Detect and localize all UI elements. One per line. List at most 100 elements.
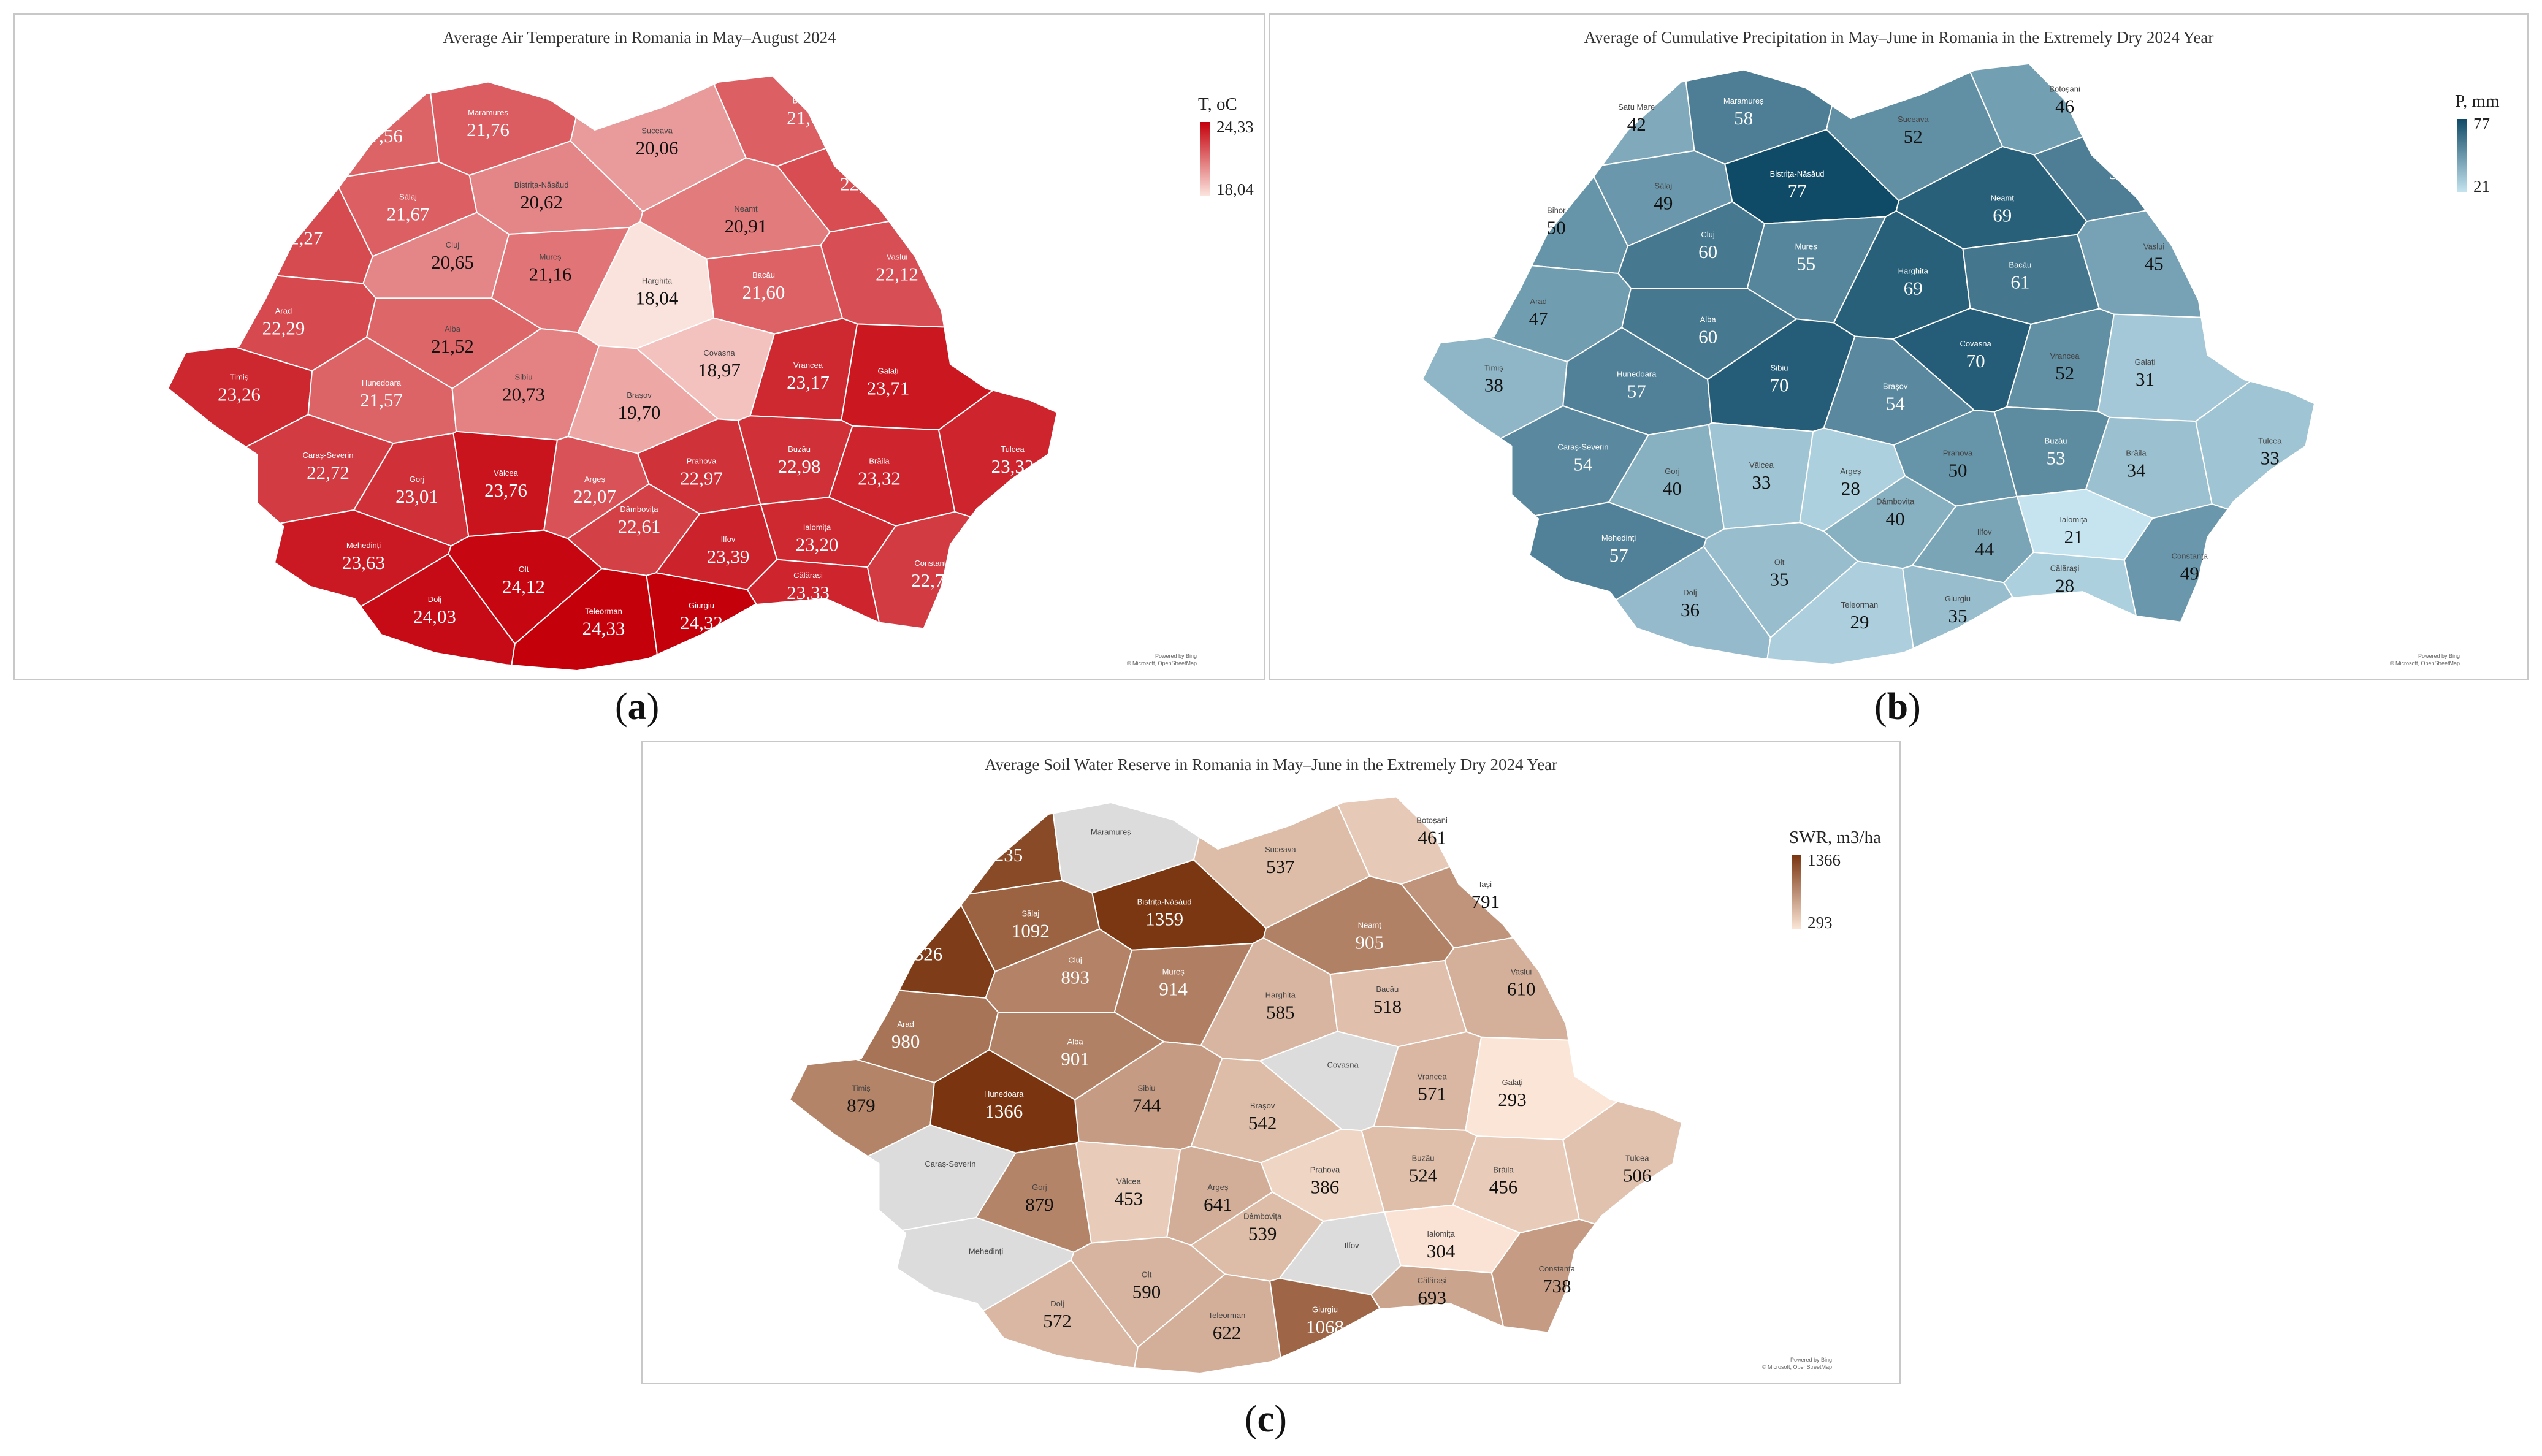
- county-value-label: 34: [2127, 459, 2147, 481]
- county-value-label: 54: [1573, 453, 1593, 475]
- county-name-label: Dâmbovița: [620, 505, 658, 514]
- county-value-label: 461: [1418, 827, 1446, 848]
- county-name-label: Vrancea: [793, 360, 823, 370]
- county-value-label: 572: [1043, 1310, 1072, 1332]
- county-value-label: 49: [1654, 192, 1673, 214]
- county-value-label: 1092: [1012, 920, 1050, 942]
- county-name-label: Satu Mare: [363, 114, 400, 123]
- county-name-label: Brăila: [869, 457, 890, 466]
- county-name-label: Arad: [1530, 297, 1546, 306]
- county-value-label: 22,12: [876, 263, 918, 284]
- county-name-label: Bacău: [752, 270, 775, 280]
- precipitation-map-panel: Average of Cumulative Precipitation in M…: [1269, 13, 2529, 680]
- county-name-label: Dâmbovița: [1876, 497, 1915, 506]
- county-name-label: Harghita: [1265, 991, 1296, 1000]
- county-name-label: Hunedoara: [1617, 370, 1657, 379]
- county-name-label: Prahova: [1943, 448, 1973, 457]
- county-name-label: Argeș: [1840, 467, 1861, 476]
- county-value-label: 23,76: [484, 479, 527, 501]
- county-name-label: Neamț: [734, 204, 758, 213]
- county-value-label: 20,06: [636, 137, 679, 159]
- county-value-label: 40: [1886, 508, 1905, 530]
- county-name-label: Covasna: [1960, 339, 1991, 348]
- map-title: Average Soil Water Reserve in Romania in…: [984, 755, 1558, 774]
- county-name-label: Neamț: [1991, 194, 2015, 203]
- county-name-label: Sibiu: [1771, 364, 1788, 373]
- county-name-label: Sălaj: [1654, 181, 1672, 191]
- county-name-label: Suceava: [641, 126, 673, 135]
- county-olt: [448, 529, 603, 645]
- county-name-label: Dolj: [428, 595, 442, 604]
- county-name-label: Sălaj: [399, 192, 417, 201]
- county-value-label: 23,01: [395, 486, 438, 507]
- county-name-label: Brăila: [2126, 448, 2147, 457]
- county-value-label: 52: [2055, 362, 2074, 384]
- county-value-label: 58: [1734, 107, 1753, 129]
- county-value-label: 18,04: [636, 288, 679, 309]
- county-shapes: [1422, 63, 2315, 665]
- legend-color-bar: [2457, 119, 2467, 192]
- county-value-label: 22,98: [778, 455, 821, 477]
- county-name-label: Caraș-Severin: [302, 451, 353, 460]
- county-name-label: Buzău: [1412, 1154, 1435, 1163]
- county-name-label: Cluj: [1068, 956, 1082, 965]
- county-value-label: 23,17: [787, 372, 830, 393]
- county-value-label: 914: [1159, 978, 1188, 1000]
- county-value-label: 453: [1115, 1188, 1143, 1210]
- county-value-label: 539: [1248, 1223, 1277, 1244]
- county-name-label: Maramureș: [468, 108, 508, 117]
- county-name-label: Constanța: [914, 558, 951, 568]
- county-name-label: Arad: [275, 307, 292, 316]
- county-value-label: 537: [1266, 856, 1295, 877]
- legend-min-label: 21: [2473, 177, 2490, 196]
- county-name-label: Mehedinți: [346, 541, 381, 550]
- county-name-label: Giurgiu: [1945, 594, 1971, 603]
- county-value-label: 22,72: [307, 462, 349, 483]
- county-shapes: [790, 796, 1682, 1373]
- county-name-label: Ilfov: [1977, 527, 1992, 536]
- county-name-label: Bistrița-Năsăud: [514, 180, 569, 189]
- county-tulcea: [1562, 1024, 1682, 1279]
- county-name-label: Hunedoara: [362, 378, 402, 387]
- soil-water-map-panel: Average Soil Water Reserve in Romania in…: [641, 741, 1901, 1384]
- county-value-label: 40: [1663, 478, 1682, 499]
- county-value-label: 22,07: [573, 486, 616, 507]
- county-name-label: Timiș: [852, 1084, 871, 1093]
- county-name-label: Timiș: [230, 372, 249, 381]
- county-value-label: 622: [1213, 1322, 1242, 1343]
- county-value-label: 506: [1623, 1165, 1652, 1186]
- county-value-label: 22,21: [840, 173, 883, 194]
- county-bihor: [790, 806, 996, 999]
- county-olt: [1070, 1236, 1226, 1349]
- county-name-label: Ialomița: [1427, 1229, 1455, 1238]
- county-name-label: Giurgiu: [1312, 1305, 1338, 1314]
- county-value-label: 36: [1681, 599, 1700, 620]
- county-value-label: 21,56: [360, 125, 403, 147]
- county-value-label: 23,33: [787, 582, 830, 603]
- county-value-label: 905: [1356, 932, 1384, 953]
- county-name-label: Cluj: [446, 240, 460, 250]
- county-name-label: Mureș: [1795, 242, 1818, 251]
- county-bihor: [1422, 74, 1628, 275]
- county-value-label: 69: [1993, 205, 2012, 226]
- county-value-label: 24,32: [680, 612, 723, 633]
- county-value-label: 585: [1266, 1002, 1295, 1023]
- county-name-label: Bihor: [1547, 205, 1566, 215]
- county-name-label: Botoșani: [793, 96, 824, 105]
- county-value-label: 693: [1418, 1287, 1446, 1308]
- county-name-label: Alba: [445, 324, 461, 334]
- panel-label-a: (a): [615, 686, 660, 728]
- county-name-label: Suceava: [1898, 115, 1929, 124]
- county-value-label: 24,03: [413, 606, 456, 627]
- county-value-label: 20,73: [502, 383, 545, 405]
- county-name-label: Teleorman: [1208, 1311, 1246, 1320]
- county-name-label: Caraș-Severin: [925, 1159, 975, 1168]
- county-value-label: 456: [1489, 1176, 1518, 1198]
- county-value-label: 901: [1061, 1048, 1090, 1070]
- county-name-label: Iași: [2112, 151, 2124, 160]
- county-name-label: Vâlcea: [1116, 1177, 1142, 1186]
- county-value-label: 58: [2109, 162, 2128, 183]
- county-name-label: Olt: [1774, 558, 1785, 567]
- county-value-label: 879: [847, 1095, 876, 1116]
- county-name-label: Brașov: [1883, 381, 1908, 391]
